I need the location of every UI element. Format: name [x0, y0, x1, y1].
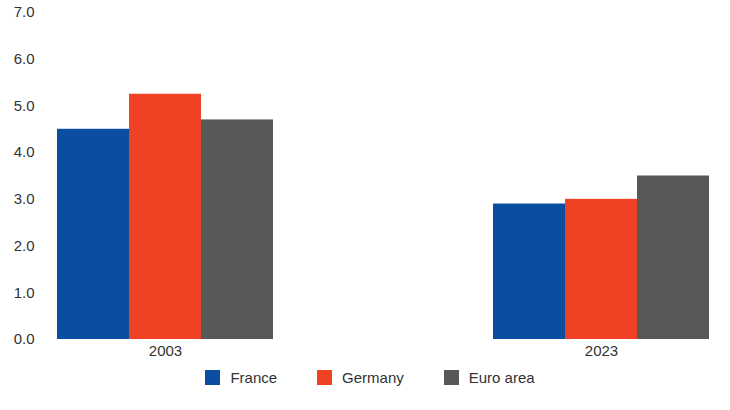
html-text:France: France — [230, 369, 278, 386]
svg-text:2003: 2003 — [149, 342, 182, 359]
svg-text:7.0: 7.0 — [14, 3, 35, 20]
svg-text:3.0: 3.0 — [14, 190, 35, 207]
svg-text:2.0: 2.0 — [14, 237, 35, 254]
svg-text:5.0: 5.0 — [14, 97, 35, 114]
html-text:Euro area: Euro area — [468, 369, 535, 386]
svg-text:2023: 2023 — [585, 342, 618, 359]
svg-text:0.0: 0.0 — [14, 330, 35, 347]
svg-text:6.0: 6.0 — [14, 50, 35, 67]
html-text:Germany: Germany — [342, 369, 404, 386]
svg-text:1.0: 1.0 — [14, 284, 35, 301]
svg-text:4.0: 4.0 — [14, 143, 35, 160]
